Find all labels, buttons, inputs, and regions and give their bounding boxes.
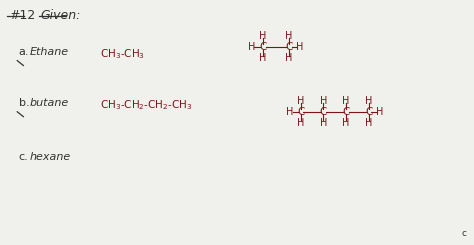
Text: C: C	[297, 107, 304, 117]
Text: hexane: hexane	[30, 152, 71, 162]
Text: H: H	[376, 107, 383, 117]
Text: H: H	[259, 53, 267, 63]
Text: H: H	[297, 118, 304, 128]
Text: CH$_3$-CH$_2$-CH$_2$-CH$_3$: CH$_3$-CH$_2$-CH$_2$-CH$_3$	[100, 98, 192, 112]
Text: H: H	[296, 42, 304, 52]
Text: C: C	[343, 107, 350, 117]
Text: Ethane: Ethane	[30, 47, 69, 57]
Text: H: H	[259, 31, 267, 40]
Text: C: C	[285, 42, 292, 52]
Text: c.: c.	[18, 152, 28, 162]
Text: C: C	[365, 107, 373, 117]
Text: H: H	[320, 96, 327, 106]
Text: H: H	[365, 118, 373, 128]
Text: H: H	[343, 118, 350, 128]
Text: b.: b.	[18, 98, 29, 108]
Text: H: H	[285, 53, 292, 63]
Text: H: H	[297, 96, 304, 106]
Text: butane: butane	[30, 98, 69, 108]
Text: C: C	[320, 107, 327, 117]
Text: CH$_3$-CH$_3$: CH$_3$-CH$_3$	[100, 47, 145, 61]
Text: H: H	[365, 96, 373, 106]
Text: H: H	[320, 118, 327, 128]
Text: c: c	[461, 230, 466, 238]
Text: H: H	[285, 31, 292, 40]
Text: C: C	[259, 42, 267, 52]
Text: #12: #12	[9, 10, 36, 23]
Text: H: H	[248, 42, 255, 52]
Text: Given:: Given:	[41, 10, 81, 23]
Text: H: H	[343, 96, 350, 106]
Text: a.: a.	[18, 47, 29, 57]
Text: H: H	[286, 107, 294, 117]
